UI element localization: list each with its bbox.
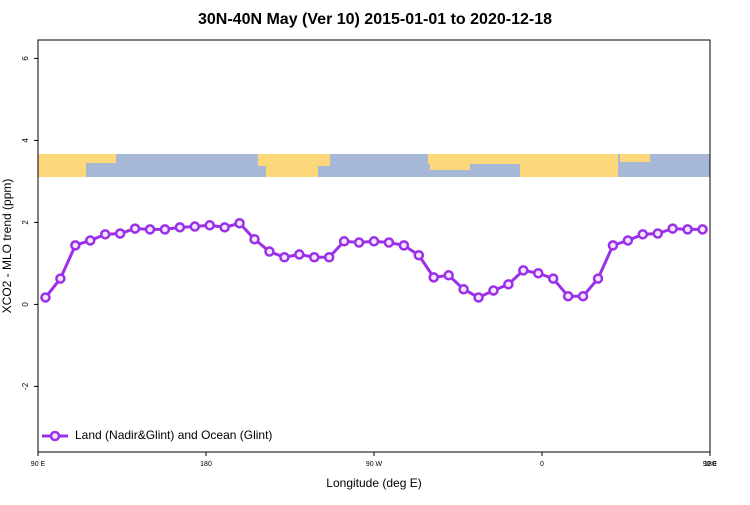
data-point [518, 265, 529, 276]
data-point [398, 240, 410, 251]
x-tick-label: 90 W [366, 461, 383, 468]
data-point [622, 235, 634, 246]
data-point [85, 235, 96, 246]
data-point [697, 224, 708, 235]
data-point [234, 217, 245, 229]
data-point [159, 224, 171, 235]
legend-marker [49, 430, 61, 442]
data-point [249, 233, 260, 245]
data-point [458, 283, 469, 295]
data-point [428, 272, 439, 283]
x-tick-label: 0 [540, 461, 544, 468]
data-point [667, 223, 678, 234]
data-point [652, 228, 663, 239]
y-tick-label: 4 [21, 138, 30, 143]
data-point [368, 236, 380, 247]
data-point [607, 240, 619, 251]
data-point [219, 222, 230, 233]
y-axis-label: XCO2 - MLO trend (ppm) [0, 179, 14, 314]
y-tick-label: 2 [21, 220, 30, 225]
data-point [189, 221, 201, 232]
data-point [413, 249, 425, 261]
x-tick-label: 90 E [703, 461, 718, 468]
data-point [129, 223, 141, 234]
data-point [547, 273, 559, 284]
data-point [144, 224, 156, 235]
data-point [533, 268, 544, 279]
data-point [637, 229, 649, 240]
x-axis-label: Longitude (deg E) [326, 476, 421, 490]
data-point [338, 236, 350, 247]
data-point [383, 237, 395, 248]
y-tick-label: 6 [21, 56, 30, 61]
data-point [592, 273, 604, 284]
data-point [488, 285, 499, 296]
data-point [353, 237, 365, 248]
data-point [562, 290, 574, 302]
x-tick-label: 90 E [31, 461, 46, 468]
data-point [323, 252, 335, 263]
data-point [55, 273, 66, 284]
data-point [294, 249, 305, 260]
data-point [40, 292, 51, 303]
series-line [44, 221, 703, 300]
data-point [682, 224, 693, 235]
x-tick-label: 180 [704, 461, 716, 468]
data-point [309, 252, 320, 263]
data-point [503, 279, 514, 290]
y-tick-label: 0 [21, 302, 30, 307]
data-point [279, 252, 290, 263]
data-point [174, 222, 186, 233]
map-strip [38, 154, 710, 177]
data-point [443, 270, 454, 281]
y-tick-label: -2 [21, 382, 30, 390]
data-point [204, 220, 215, 231]
x-tick-label: 180 [200, 461, 212, 468]
data-point [99, 229, 111, 240]
data-point [70, 240, 81, 251]
chart-title: 30N-40N May (Ver 10) 2015-01-01 to 2020-… [198, 11, 552, 28]
data-point [577, 290, 589, 302]
data-point [264, 246, 275, 257]
data-point [473, 292, 484, 303]
data-point [114, 228, 126, 239]
legend-label: Land (Nadir&Glint) and Ocean (Glint) [75, 428, 272, 442]
